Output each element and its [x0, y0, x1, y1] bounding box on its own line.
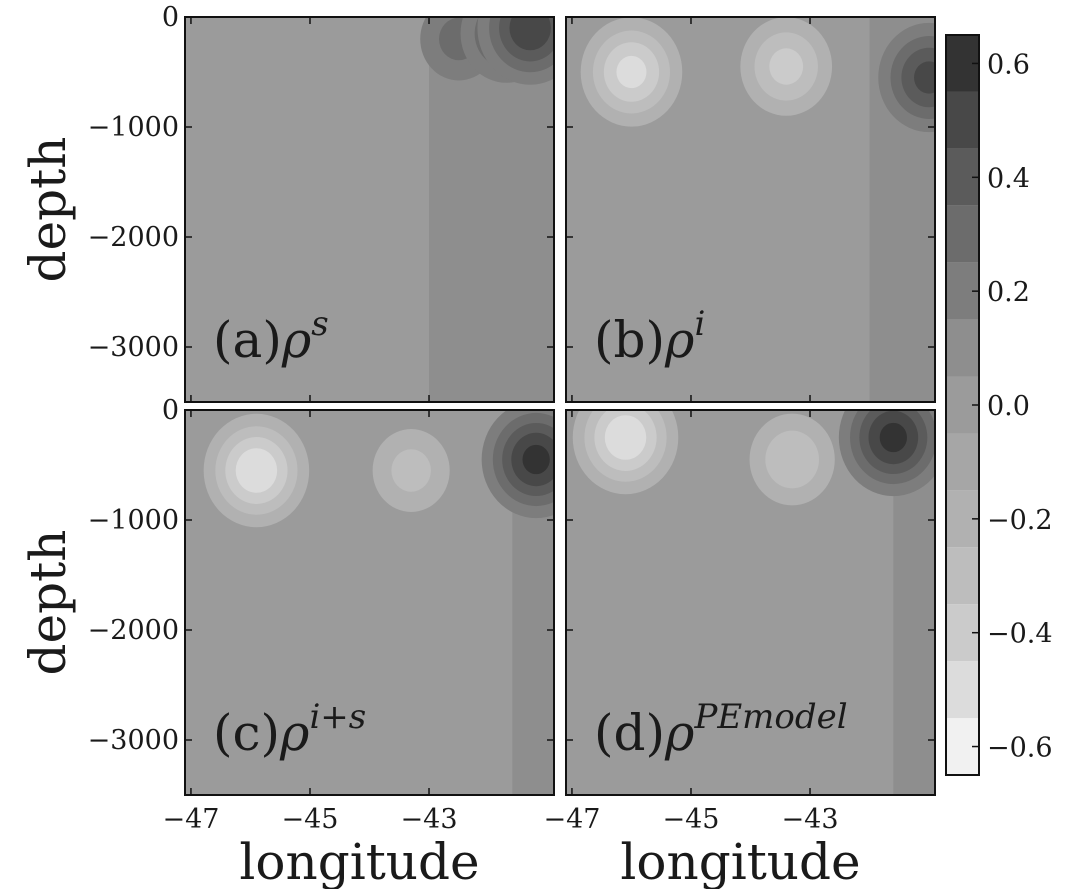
panel-d-contour-2-4 — [765, 430, 820, 489]
panel-a-frame — [184, 16, 555, 403]
panel-a-label: (a)ρs — [213, 304, 329, 369]
panel-b-contour-1-2 — [616, 55, 647, 89]
colorbar-tick-label-4: −0.2 — [987, 505, 1053, 536]
panel-c-frame — [184, 409, 555, 796]
colorbar-segment-11 — [946, 91, 979, 149]
panel-b-contour-3-11 — [914, 61, 935, 94]
panel-d-frame — [565, 409, 936, 796]
panel-c-contour-2-4 — [391, 449, 431, 492]
panel-b-label: (b)ρi — [594, 304, 705, 369]
colorbar-tick-label-5: −0.4 — [987, 619, 1053, 650]
panel-d-blob-3 — [838, 410, 935, 497]
panel-c-xtick-label-0: −47 — [162, 804, 219, 835]
colorbar-tick-label-1: 0.4 — [987, 163, 1030, 194]
y-axis-title-1: depth — [19, 530, 77, 676]
panel-c-xtick-label-2: −43 — [401, 804, 458, 835]
panel-c-blob-3 — [481, 410, 554, 519]
panels-group — [185, 17, 935, 795]
x-axis-title-0: longitude — [239, 833, 479, 889]
panel-c-blob-2 — [372, 429, 450, 512]
colorbar-tick-label-6: −0.6 — [987, 733, 1053, 764]
panel-c-ytick-label-1: −1000 — [88, 505, 179, 536]
colorbar-segment-5 — [946, 433, 979, 491]
panel-b-blob-3 — [878, 22, 935, 133]
panel-c-label: (c)ρi+s — [213, 697, 366, 762]
y-axis-title-0: depth — [19, 137, 77, 283]
panel-b-blob-2 — [740, 17, 833, 116]
panel-c-contour-1-2 — [235, 448, 278, 493]
x-axis-title-1: longitude — [620, 833, 860, 889]
panel-d-label: (d)ρPEmodel — [594, 697, 848, 762]
panel-d-blob-1 — [572, 410, 679, 495]
panel-b-contour-2-3 — [769, 48, 804, 85]
colorbar-segment-9 — [946, 205, 979, 263]
colorbar: 0.6 0.4 0.2 0.0 −0.2 −0.4 −0.6 — [945, 34, 1053, 776]
panel-a-ytick-label-2: −2000 — [88, 222, 179, 253]
panel-a-ytick-label-0: 0 — [162, 2, 179, 33]
colorbar-segment-3 — [946, 547, 979, 605]
panel-d — [566, 410, 935, 795]
panel-d-xtick-label-1: −45 — [662, 804, 719, 835]
panel-c-blob-1 — [203, 413, 310, 528]
panel-a-ytick-label-3: −3000 — [88, 332, 179, 363]
panel-a — [185, 17, 554, 402]
colorbar-tick-label-3: 0.0 — [987, 391, 1030, 422]
panel-c — [185, 410, 554, 795]
panel-c-xtick-label-1: −45 — [281, 804, 338, 835]
colorbar-segment-1 — [946, 661, 979, 719]
panel-a-contour-4-11 — [509, 17, 551, 51]
panel-c-ytick-label-0: 0 — [162, 395, 179, 426]
panel-b-frame — [565, 16, 936, 403]
panel-d-xtick-label-0: −47 — [543, 804, 600, 835]
colorbar-tick-label-0: 0.6 — [987, 49, 1030, 80]
panel-d-contour-1-2 — [604, 415, 647, 460]
panel-a-blob-4 — [477, 17, 554, 85]
panel-b — [566, 17, 935, 402]
panel-d-xtick-label-2: −43 — [782, 804, 839, 835]
colorbar-tick-label-2: 0.2 — [987, 277, 1030, 308]
panel-d-contour-3-12 — [879, 422, 907, 453]
panel-b-blob-1 — [580, 17, 683, 127]
panel-a-ytick-label-1: −1000 — [88, 112, 179, 143]
panel-c-contour-3-12 — [522, 444, 550, 475]
panel-c-ytick-label-3: −3000 — [88, 725, 179, 756]
panel-c-ytick-label-2: −2000 — [88, 615, 179, 646]
colorbar-segment-7 — [946, 319, 979, 377]
axes-group: (a)ρs 0 −1000 −2000 −3000 (b)ρi (c)ρi+s 0 −1000 −… — [19, 2, 936, 889]
panel-d-blob-2 — [749, 413, 835, 506]
